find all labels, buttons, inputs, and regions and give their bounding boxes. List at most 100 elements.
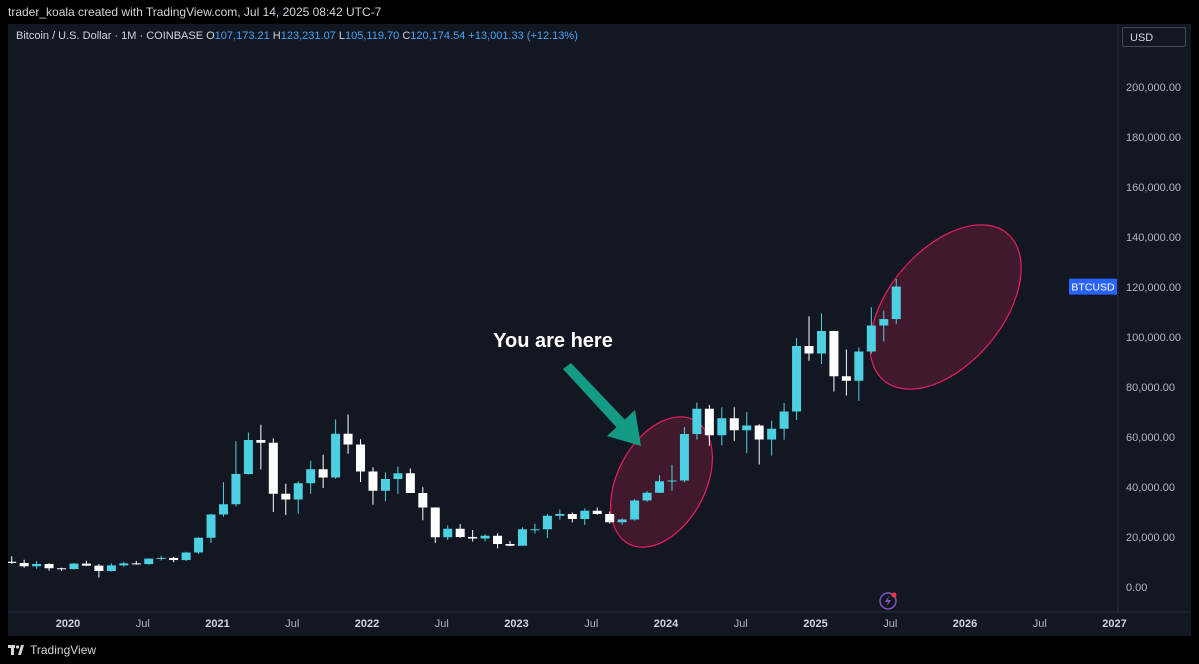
candle-body xyxy=(57,568,67,570)
candle-body xyxy=(767,428,777,440)
legend-symbol: Bitcoin / U.S. Dollar · 1M · COINBASE xyxy=(16,30,204,42)
candle-body xyxy=(106,565,116,571)
legend-change: +13,001.33 (+12.13%) xyxy=(468,30,578,42)
candle-body xyxy=(704,408,714,436)
candle-body xyxy=(505,544,515,546)
candle-body xyxy=(455,528,465,537)
symbol-tag xyxy=(1069,278,1117,295)
candle-body xyxy=(243,440,253,474)
candle-body xyxy=(841,376,851,381)
candle-body xyxy=(754,425,764,440)
candle-body xyxy=(493,535,503,544)
annotation-text: You are here xyxy=(493,330,613,352)
candle-body xyxy=(854,351,864,381)
candle-body xyxy=(655,481,665,493)
tradingview-logo-icon xyxy=(8,645,24,655)
candle-body xyxy=(393,473,403,479)
candle-body xyxy=(443,528,453,538)
candle-body xyxy=(331,433,341,478)
candle-body xyxy=(468,537,478,539)
candle-body xyxy=(430,507,440,538)
candle-body xyxy=(816,331,826,354)
candle-body xyxy=(231,474,241,505)
candle-body xyxy=(156,557,166,559)
candle-body xyxy=(804,346,814,354)
legend-h-label: H xyxy=(272,30,281,42)
candle-body xyxy=(717,418,727,436)
notification-dot-icon xyxy=(891,592,897,598)
candle-body xyxy=(742,425,752,431)
candle-body xyxy=(256,440,266,443)
candle-body xyxy=(69,563,79,569)
candle-body xyxy=(306,469,316,484)
candle-body xyxy=(542,515,552,530)
candle-body xyxy=(667,480,677,482)
candle-body xyxy=(318,469,328,478)
last-price-label: 120,174.54 xyxy=(1126,282,1181,294)
candle-body xyxy=(218,504,228,515)
candle-body xyxy=(530,529,540,531)
candle-body xyxy=(592,510,602,514)
candle-body xyxy=(81,563,91,566)
candle-body xyxy=(792,346,802,412)
candle-body xyxy=(692,408,702,434)
chart-area[interactable]: You are here BTCUSD 120,174.54 17d 9h xyxy=(7,24,1191,636)
candle-body xyxy=(567,514,577,519)
legend-l-label: L xyxy=(338,30,345,42)
candle-body xyxy=(891,286,901,320)
candle-body xyxy=(829,331,839,377)
candle-body xyxy=(605,514,615,523)
candle-body xyxy=(368,471,378,491)
candle-body xyxy=(169,557,179,561)
candle-body xyxy=(181,552,191,561)
candle-body xyxy=(642,492,652,501)
candle-body xyxy=(729,418,739,431)
replay-icon[interactable] xyxy=(879,592,897,610)
candle-body xyxy=(356,444,366,472)
candle-body xyxy=(779,411,789,429)
legend-c-value: 120,174.54 xyxy=(410,30,466,42)
ohlc-legend: Bitcoin / U.S. Dollar · 1M · COINBASE O1… xyxy=(16,30,578,42)
ellipse-layer xyxy=(610,224,1022,548)
countdown-label: 17d 9h xyxy=(1126,295,1157,306)
candle-body xyxy=(866,325,876,352)
arrow-head xyxy=(607,410,641,446)
candle-body xyxy=(405,473,415,493)
candle-body xyxy=(879,319,889,326)
candle-body xyxy=(343,433,353,445)
footer-brand: TradingView xyxy=(30,643,97,657)
candle-body xyxy=(580,510,590,519)
candle-body xyxy=(144,558,154,565)
lightning-icon xyxy=(885,596,891,606)
candle-body xyxy=(679,434,689,481)
candle-body xyxy=(480,535,490,539)
legend-l-value: 105,119.70 xyxy=(345,30,400,42)
candle-layer xyxy=(7,278,901,578)
candle-body xyxy=(131,563,141,565)
legend-o-label: O xyxy=(206,30,215,42)
candle-body xyxy=(281,493,291,500)
footer: TradingView xyxy=(0,636,1199,664)
candle-body xyxy=(44,564,54,569)
candle-body xyxy=(206,514,216,538)
candle-body xyxy=(617,519,627,523)
candle-body xyxy=(94,565,104,571)
candle-body xyxy=(555,514,565,516)
arrow-shaft xyxy=(563,363,627,430)
candle-body xyxy=(119,563,129,566)
candle-body xyxy=(380,479,390,491)
candle-body xyxy=(630,500,640,520)
candle-body xyxy=(418,493,428,508)
currency-button[interactable]: USD xyxy=(1122,27,1186,47)
candle-body xyxy=(293,483,303,500)
legend-h-value: 123,231.07 xyxy=(280,30,336,42)
header-attribution: trader_koala created with TradingView.co… xyxy=(0,0,1199,24)
candle-body xyxy=(517,529,527,546)
candle-body xyxy=(32,564,42,567)
legend-o-value: 107,173.21 xyxy=(214,30,270,42)
candle-body xyxy=(268,442,278,494)
highlight-ellipse-2025 xyxy=(869,224,1022,390)
